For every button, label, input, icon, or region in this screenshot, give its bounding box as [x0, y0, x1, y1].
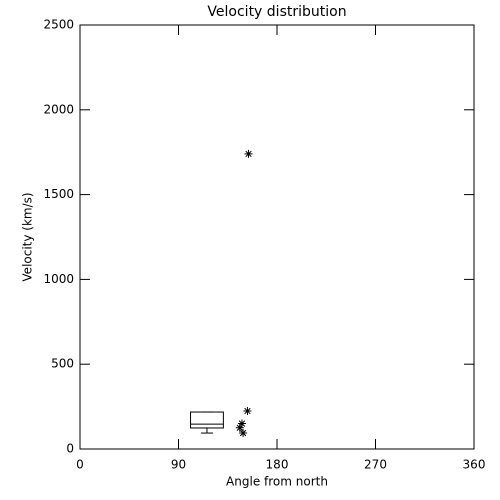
x-axis-label: Angle from north: [226, 475, 328, 489]
y-tick-label: 2500: [43, 18, 74, 32]
point: [244, 149, 253, 158]
y-tick-label: 1000: [43, 272, 74, 286]
point: [237, 419, 246, 428]
y-tick-label: 2000: [43, 102, 74, 116]
point: [239, 429, 248, 438]
point: [235, 423, 244, 432]
point: [243, 407, 252, 416]
y-tick-label: 1500: [43, 187, 74, 201]
x-tick-label: 360: [463, 458, 486, 472]
x-tick-label: 270: [364, 458, 387, 472]
x-tick-label: 0: [76, 458, 84, 472]
y-tick-label: 500: [51, 357, 74, 371]
y-axis-label: Velocity (km/s): [21, 192, 35, 281]
x-tick-label: 180: [266, 458, 289, 472]
y-tick-label: 0: [66, 442, 74, 456]
chart-title: Velocity distribution: [207, 4, 346, 20]
x-tick-label: 90: [171, 458, 186, 472]
